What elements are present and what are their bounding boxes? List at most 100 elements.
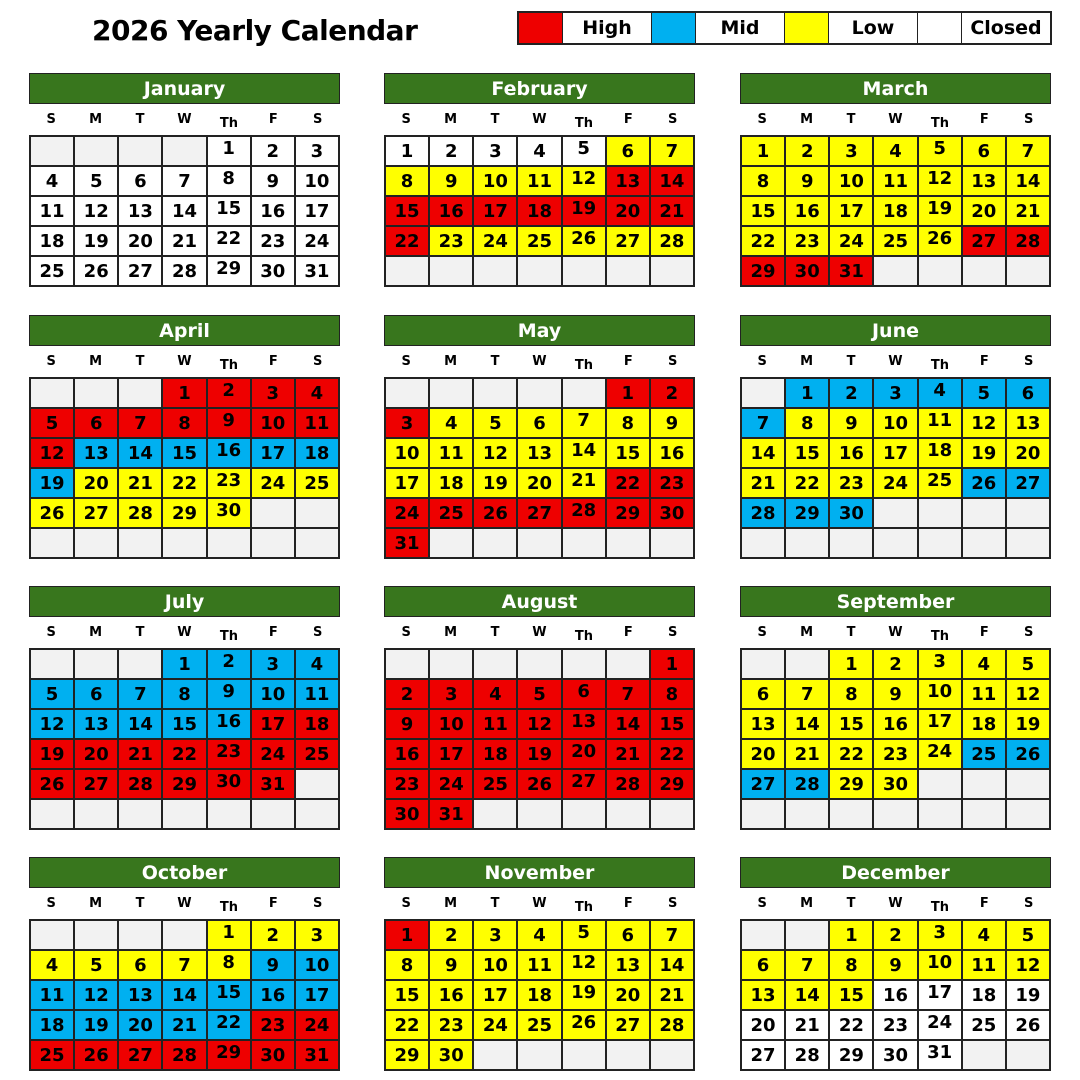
day-cell[interactable]: 6 [962,137,1007,167]
day-cell[interactable]: 10 [386,439,431,469]
day-cell[interactable]: 30 [207,499,252,529]
day-cell[interactable]: 2 [251,137,296,167]
day-cell[interactable]: 28 [119,770,164,800]
day-cell[interactable]: 17 [474,197,519,227]
day-cell[interactable]: 30 [874,770,919,800]
day-cell[interactable]: 17 [830,197,875,227]
day-cell[interactable]: 5 [962,379,1007,409]
day-cell[interactable]: 8 [207,167,252,197]
day-cell[interactable]: 10 [474,951,519,981]
day-cell[interactable]: 24 [474,227,519,257]
day-cell[interactable]: 17 [251,710,296,740]
day-cell[interactable]: 20 [742,740,787,770]
day-cell[interactable]: 17 [918,981,963,1011]
day-cell[interactable]: 25 [31,1041,76,1071]
day-cell[interactable]: 26 [562,227,607,257]
day-cell[interactable]: 17 [295,197,340,227]
day-cell[interactable]: 23 [251,227,296,257]
day-cell[interactable]: 31 [295,1041,340,1071]
day-cell[interactable]: 8 [386,951,431,981]
day-cell[interactable]: 9 [874,951,919,981]
day-cell[interactable]: 16 [650,439,695,469]
day-cell[interactable]: 12 [75,197,120,227]
day-cell[interactable]: 23 [251,1011,296,1041]
day-cell[interactable]: 20 [75,469,120,499]
day-cell[interactable]: 22 [606,469,651,499]
day-cell[interactable]: 6 [742,680,787,710]
day-cell[interactable]: 31 [830,257,875,287]
day-cell[interactable]: 4 [962,650,1007,680]
day-cell[interactable]: 24 [918,740,963,770]
day-cell[interactable]: 30 [430,1041,475,1071]
day-cell[interactable]: 15 [786,439,831,469]
day-cell[interactable]: 3 [251,379,296,409]
day-cell[interactable]: 11 [430,439,475,469]
day-cell[interactable]: 15 [830,981,875,1011]
day-cell[interactable]: 3 [830,137,875,167]
day-cell[interactable]: 8 [163,680,208,710]
day-cell[interactable]: 6 [606,921,651,951]
day-cell[interactable]: 16 [430,197,475,227]
day-cell[interactable]: 30 [786,257,831,287]
day-cell[interactable]: 4 [518,921,563,951]
day-cell[interactable]: 9 [207,409,252,439]
day-cell[interactable]: 8 [163,409,208,439]
day-cell[interactable]: 22 [742,227,787,257]
day-cell[interactable]: 25 [474,770,519,800]
day-cell[interactable]: 16 [251,981,296,1011]
day-cell[interactable]: 27 [518,499,563,529]
day-cell[interactable]: 21 [650,197,695,227]
day-cell[interactable]: 2 [874,921,919,951]
day-cell[interactable]: 23 [386,770,431,800]
day-cell[interactable]: 14 [163,981,208,1011]
day-cell[interactable]: 10 [295,951,340,981]
day-cell[interactable]: 5 [75,167,120,197]
day-cell[interactable]: 7 [786,680,831,710]
day-cell[interactable]: 19 [562,197,607,227]
day-cell[interactable]: 29 [386,1041,431,1071]
day-cell[interactable]: 15 [163,710,208,740]
day-cell[interactable]: 17 [251,439,296,469]
day-cell[interactable]: 30 [874,1041,919,1071]
day-cell[interactable]: 24 [251,740,296,770]
day-cell[interactable]: 7 [562,409,607,439]
day-cell[interactable]: 10 [251,680,296,710]
day-cell[interactable]: 25 [918,469,963,499]
day-cell[interactable]: 17 [386,469,431,499]
day-cell[interactable]: 1 [650,650,695,680]
day-cell[interactable]: 28 [163,1041,208,1071]
day-cell[interactable]: 25 [962,740,1007,770]
day-cell[interactable]: 19 [1006,981,1051,1011]
day-cell[interactable]: 16 [251,197,296,227]
day-cell[interactable]: 27 [75,499,120,529]
day-cell[interactable]: 14 [650,167,695,197]
day-cell[interactable]: 21 [1006,197,1051,227]
day-cell[interactable]: 3 [918,921,963,951]
day-cell[interactable]: 25 [295,469,340,499]
day-cell[interactable]: 9 [786,167,831,197]
day-cell[interactable]: 12 [562,951,607,981]
day-cell[interactable]: 23 [874,1011,919,1041]
day-cell[interactable]: 1 [163,379,208,409]
day-cell[interactable]: 28 [119,499,164,529]
day-cell[interactable]: 22 [830,740,875,770]
day-cell[interactable]: 15 [207,197,252,227]
day-cell[interactable]: 11 [962,680,1007,710]
day-cell[interactable]: 29 [650,770,695,800]
day-cell[interactable]: 26 [75,1041,120,1071]
day-cell[interactable]: 31 [295,257,340,287]
day-cell[interactable]: 12 [918,167,963,197]
day-cell[interactable]: 20 [606,981,651,1011]
day-cell[interactable]: 23 [207,469,252,499]
day-cell[interactable]: 27 [962,227,1007,257]
day-cell[interactable]: 18 [962,981,1007,1011]
day-cell[interactable]: 17 [430,740,475,770]
day-cell[interactable]: 14 [650,951,695,981]
day-cell[interactable]: 2 [786,137,831,167]
day-cell[interactable]: 7 [650,921,695,951]
day-cell[interactable]: 3 [251,650,296,680]
day-cell[interactable]: 25 [518,1011,563,1041]
day-cell[interactable]: 24 [295,227,340,257]
day-cell[interactable]: 6 [518,409,563,439]
day-cell[interactable]: 28 [650,1011,695,1041]
